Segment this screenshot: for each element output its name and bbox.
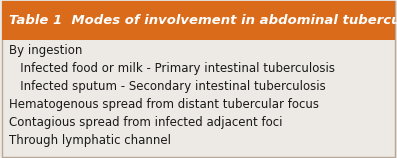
Text: Hematogenous spread from distant tubercular focus: Hematogenous spread from distant tubercu… bbox=[9, 98, 319, 111]
Text: Contagious spread from infected adjacent foci: Contagious spread from infected adjacent… bbox=[9, 116, 282, 129]
Text: Infected food or milk - Primary intestinal tuberculosis: Infected food or milk - Primary intestin… bbox=[9, 62, 335, 75]
Text: Infected sputum - Secondary intestinal tuberculosis: Infected sputum - Secondary intestinal t… bbox=[9, 80, 326, 93]
Bar bbox=[2, 1, 395, 40]
Text: Table 1  Modes of involvement in abdominal tuberculosis: Table 1 Modes of involvement in abdomina… bbox=[9, 14, 397, 27]
Text: Through lymphatic channel: Through lymphatic channel bbox=[9, 134, 171, 147]
Text: By ingestion: By ingestion bbox=[9, 44, 82, 57]
